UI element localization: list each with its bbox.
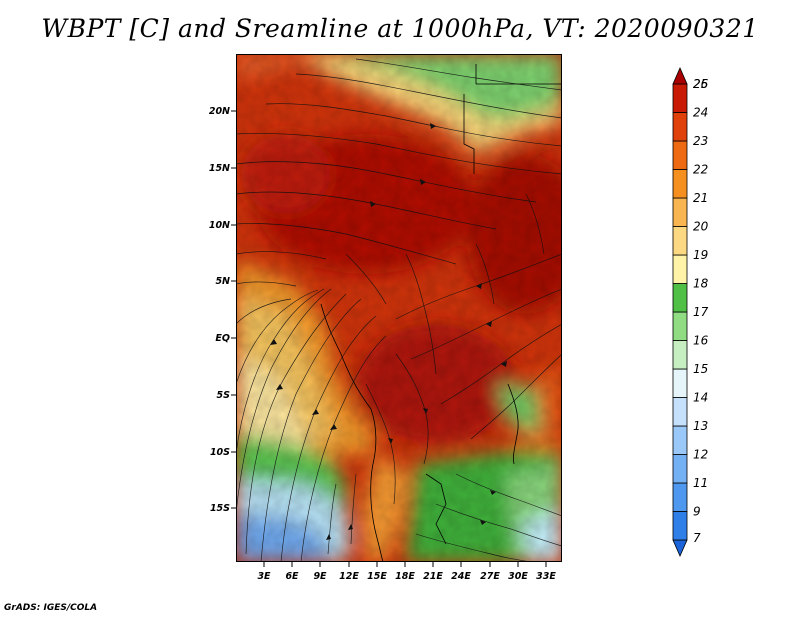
colorbar-label: 15 [693,362,708,376]
map-title: WBPT [C] and Sreamline at 1000hPa, VT: 2… [41,14,759,43]
lat-tick-label: 20N [209,106,230,117]
colorbar-segment [672,539,688,557]
lat-tick-label: 15N [209,163,230,174]
colorbar-label: 12 [693,448,708,462]
colorbar-segment [672,169,688,199]
colorbar-label: 11 [693,476,708,490]
lon-tick-label: 24E [451,571,471,582]
colorbar-segment [672,226,688,256]
colorbar-segment [672,112,688,142]
colorbar-label: 23 [693,134,708,148]
latitude-axis: 20N 15N 10N 5N EQ 5S 10S 15S [209,106,236,514]
lon-tick-label: 3E [257,571,271,582]
lon-tick-label: 21E [423,571,443,582]
colorbar-segment [672,397,688,427]
lon-tick-label: 12E [339,571,359,582]
wbpt-map [236,54,562,562]
footer-credit: GrADS: IGES/COLA [4,603,98,613]
longitude-axis: 3E 6E 9E 12E 15E 18E 21E 24E 27E 30E 33E [257,562,556,582]
colorbar-label: 14 [693,391,708,405]
lat-tick-label: 5S [217,390,231,401]
colorbar-segment [672,425,688,455]
colorbar-label: 13 [693,419,708,433]
lat-tick-label: 15S [210,503,230,514]
streamline-arrows [270,123,507,540]
lon-tick-label: 27E [480,571,500,582]
lat-tick-label: EQ [215,333,230,344]
colorbar-label: 17 [693,305,709,319]
colorbar-segment [672,83,688,113]
colorbar-segment [672,454,688,484]
lat-tick-label: 5N [215,276,230,287]
colorbar-segment [672,140,688,170]
colorbar-segment [672,283,688,313]
colorbar-label: 22 [693,163,708,177]
map-frame [236,54,562,562]
lon-tick-label: 15E [367,571,387,582]
colorbar-label: 25 [693,77,708,91]
colorbar-segment [672,511,688,541]
colorbar-segment [672,340,688,370]
colorbar-label: 24 [693,106,708,120]
colorbar-segment [672,311,688,341]
colorbar-segment [672,482,688,512]
colorbar-label: 7 [693,531,701,545]
lon-tick-label: 30E [508,571,528,582]
lat-tick-label: 10N [209,220,230,231]
colorbar-segment [672,368,688,398]
colorbar-label: 26 [693,77,709,91]
colorbar-segment [672,197,688,227]
colorbar-label: 16 [693,334,709,348]
lon-tick-label: 33E [536,571,556,582]
map-panel [236,54,562,562]
colorbar-label: 9 [693,505,701,519]
colorbar-label: 19 [693,248,708,262]
colorbar-label: 20 [693,220,709,234]
colorbar-label: 21 [693,191,708,205]
lon-tick-label: 18E [395,571,415,582]
lat-tick-label: 10S [210,447,230,458]
colorbar-label: 18 [693,277,709,291]
colorbar-segment [672,254,688,284]
lon-tick-label: 9E [313,571,327,582]
colorbar-segment [672,67,688,85]
lon-tick-label: 6E [285,571,299,582]
